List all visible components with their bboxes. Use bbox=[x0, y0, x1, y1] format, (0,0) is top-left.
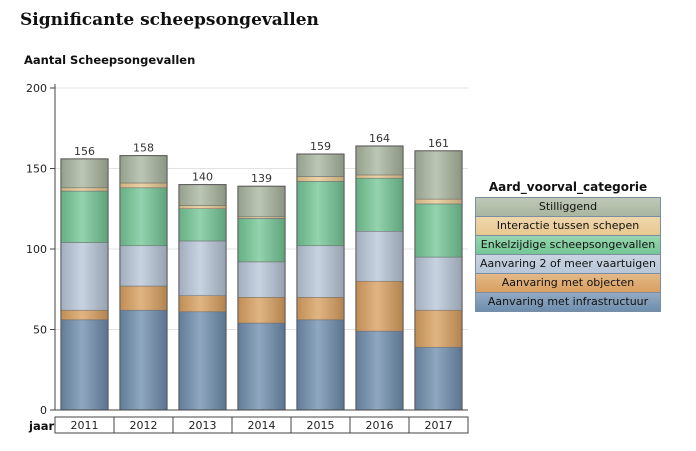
bar-segment bbox=[60, 319, 109, 411]
bar-segment bbox=[119, 182, 168, 189]
bar-total-label: 161 bbox=[428, 137, 449, 150]
bar-segment bbox=[296, 176, 345, 182]
bar-total-label: 158 bbox=[133, 142, 154, 155]
bar-total-label: 156 bbox=[74, 145, 95, 158]
y-tick-label: 100 bbox=[26, 243, 47, 256]
bar-total-label: 139 bbox=[251, 172, 272, 185]
legend-item: Enkelzijdige scheepsongevallen bbox=[475, 236, 661, 255]
bar-segment bbox=[178, 205, 227, 209]
legend-title: Aard_voorval_categorie bbox=[488, 180, 648, 194]
bar-segment bbox=[178, 311, 227, 411]
legend-item: Aanvaring met objecten bbox=[475, 274, 661, 293]
page-title: Significante scheepsongevallen bbox=[20, 10, 319, 30]
bar-segment bbox=[237, 185, 286, 218]
x-axis-title: jaar bbox=[28, 419, 54, 433]
bar-segment bbox=[178, 208, 227, 242]
y-axis-title: Aantal Scheepsongevallen bbox=[24, 53, 195, 67]
bar-segment bbox=[414, 150, 463, 200]
bar-segment bbox=[296, 181, 345, 247]
bar-segment bbox=[60, 158, 109, 189]
x-tick-label: 2014 bbox=[248, 419, 276, 432]
bar-segment bbox=[237, 297, 286, 324]
bar-segment bbox=[355, 280, 404, 332]
x-tick-label: 2011 bbox=[71, 419, 99, 432]
bar-segment bbox=[296, 297, 345, 321]
bar-segment bbox=[237, 218, 286, 263]
bar-segment bbox=[178, 295, 227, 313]
bar-segment bbox=[355, 177, 404, 232]
bar-segment bbox=[414, 309, 463, 348]
bar-total-label: 159 bbox=[310, 140, 331, 153]
bar-segment bbox=[237, 322, 286, 411]
bar-segment bbox=[119, 187, 168, 247]
bar-segment bbox=[414, 198, 463, 205]
bar-segment bbox=[414, 346, 463, 411]
bar-segment bbox=[119, 285, 168, 311]
bar-segment bbox=[178, 184, 227, 206]
bar-segment bbox=[414, 203, 463, 258]
legend-item: Interactie tussen schepen bbox=[475, 217, 661, 236]
legend-item: Aanvaring 2 of meer vaartuigen bbox=[475, 255, 661, 274]
bar-segment bbox=[296, 319, 345, 411]
bar-segment bbox=[296, 153, 345, 177]
legend-item: Aanvaring met infrastructuur bbox=[475, 293, 661, 312]
bar-segment bbox=[60, 309, 109, 321]
x-tick-label: 2016 bbox=[366, 419, 394, 432]
bar-total-label: 164 bbox=[369, 132, 390, 145]
y-tick-label: 200 bbox=[26, 82, 47, 95]
x-tick-label: 2017 bbox=[425, 419, 453, 432]
legend-item: Stilliggend bbox=[475, 197, 661, 217]
bar-segment bbox=[119, 245, 168, 287]
axes: 0 50 100 150 200 2011 2012 2013 2014 2015 2016 2017 bbox=[26, 82, 469, 434]
x-tick-label: 2013 bbox=[189, 419, 217, 432]
bar-segment bbox=[355, 330, 404, 411]
y-tick-label: 0 bbox=[40, 404, 47, 417]
bars: 156 158 140 139 159 164 161 bbox=[60, 132, 463, 411]
y-tick-label: 150 bbox=[26, 163, 47, 176]
x-tick-label: 2012 bbox=[130, 419, 158, 432]
bar-segment bbox=[355, 174, 404, 179]
bar-segment bbox=[60, 190, 109, 243]
legend-items: Stilliggend Interactie tussen schepen Enke… bbox=[475, 197, 661, 312]
bar-segment bbox=[119, 155, 168, 184]
bar-segment bbox=[60, 242, 109, 311]
legend: Aard_voorval_categorie Stilliggend Intera… bbox=[475, 180, 661, 312]
bar-segment bbox=[237, 261, 286, 298]
x-tick-label: 2015 bbox=[307, 419, 335, 432]
bar-segment bbox=[60, 187, 109, 192]
bar-segment bbox=[355, 231, 404, 282]
bar-total-label: 140 bbox=[192, 171, 213, 184]
x-category-table bbox=[54, 416, 469, 434]
bar-segment bbox=[178, 240, 227, 296]
y-tick-label: 50 bbox=[33, 324, 47, 337]
bar-segment bbox=[119, 309, 168, 411]
bar-segment bbox=[414, 256, 463, 311]
bar-segment bbox=[355, 145, 404, 176]
bar-segment bbox=[296, 245, 345, 298]
